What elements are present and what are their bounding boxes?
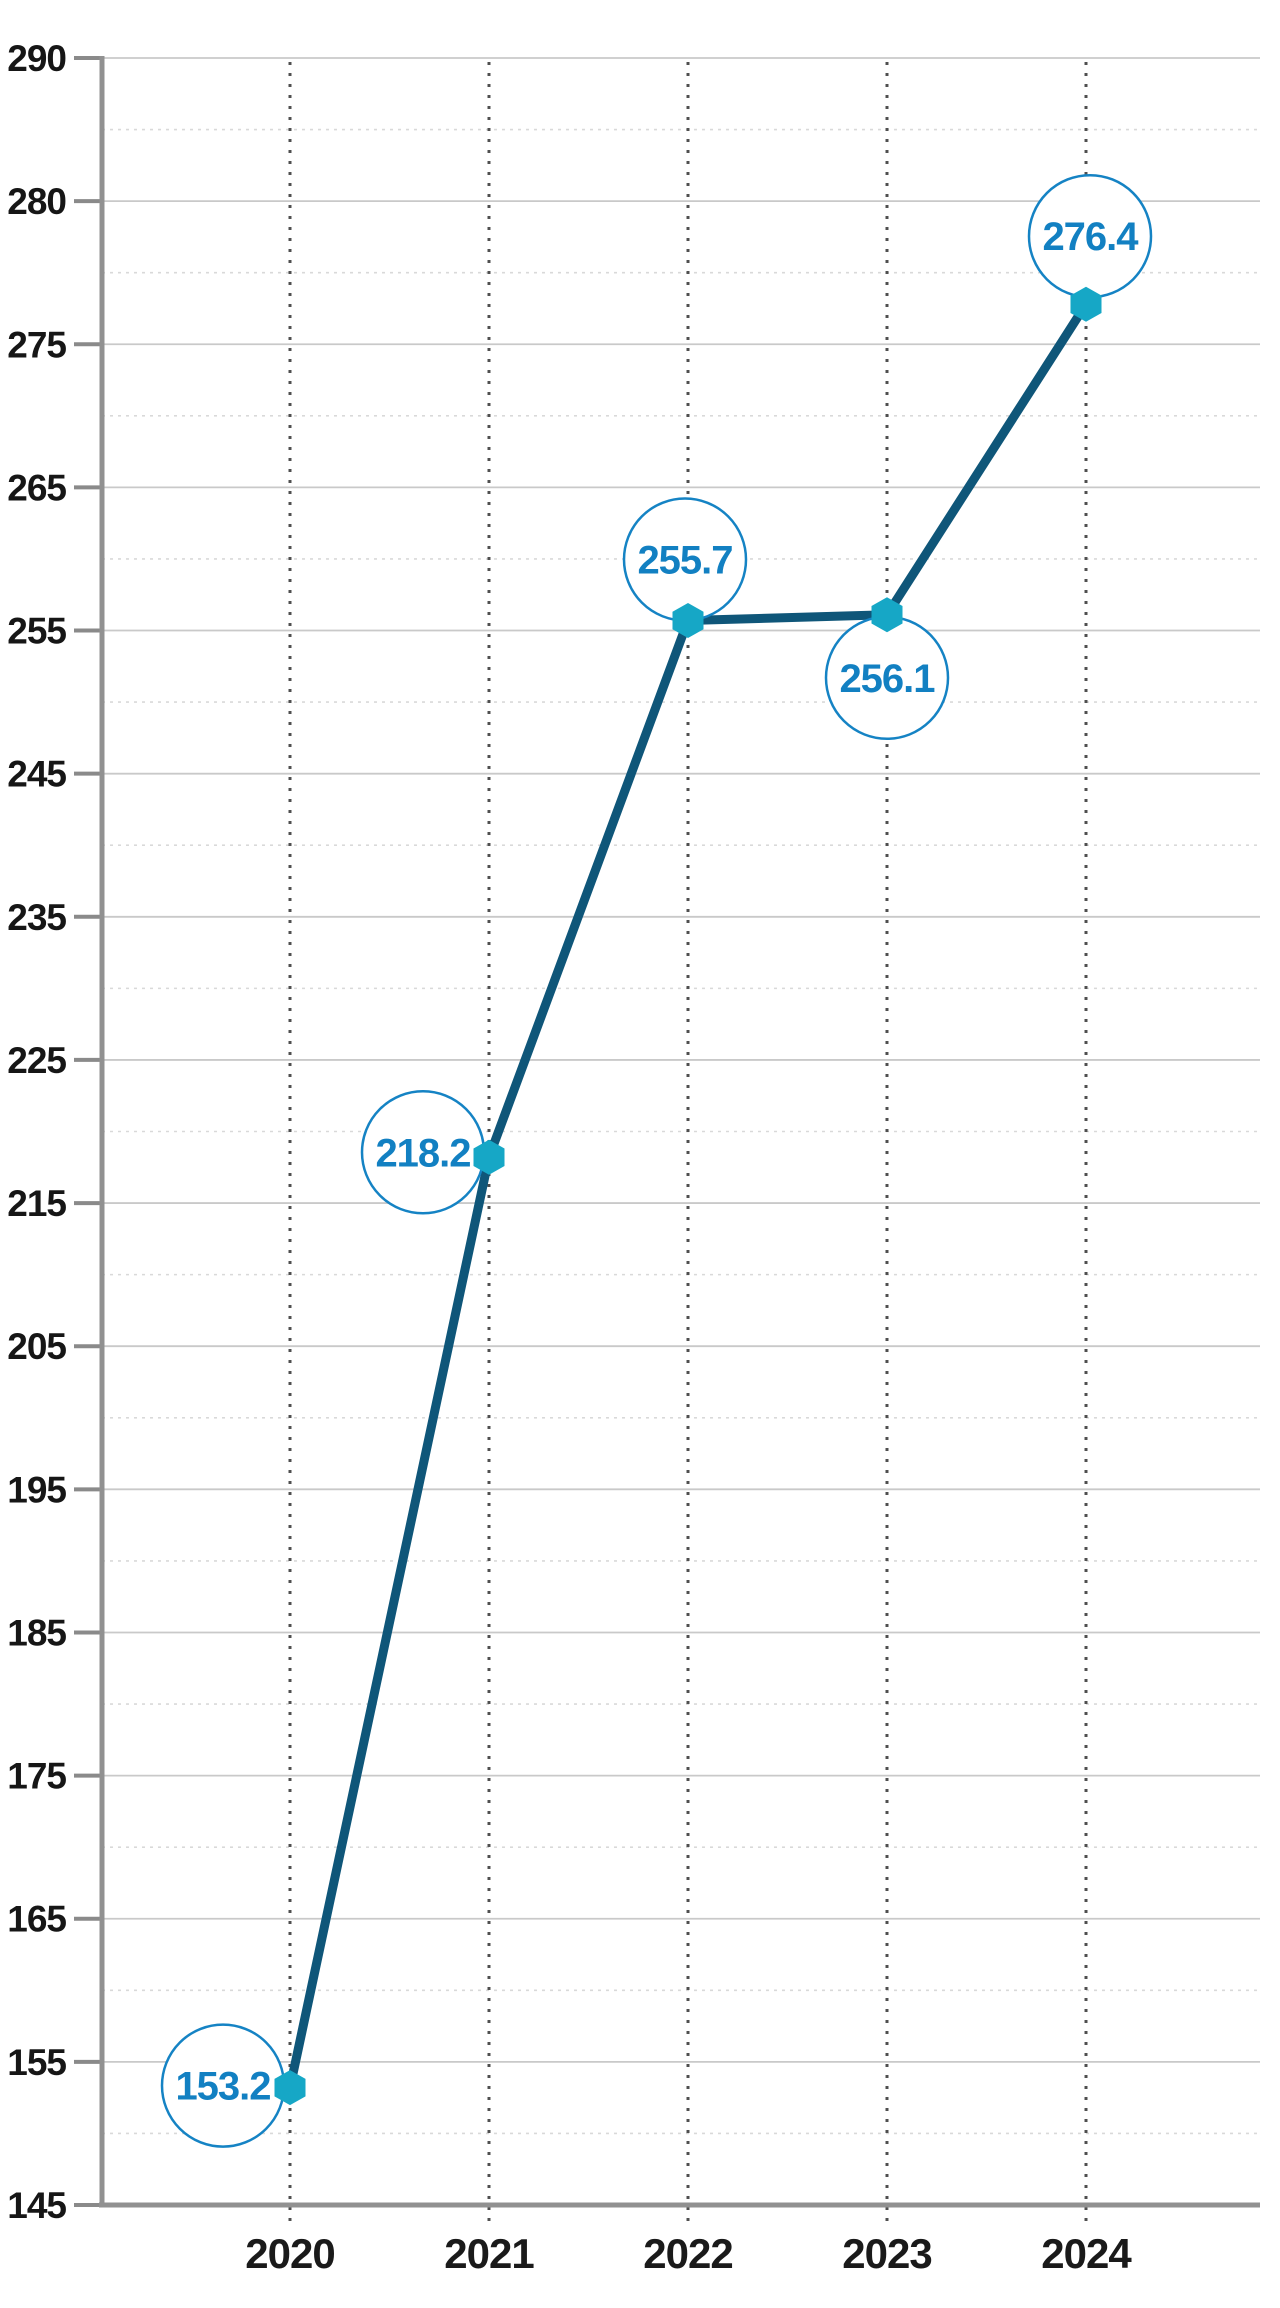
data-point-marker bbox=[274, 2070, 306, 2106]
data-point-marker bbox=[473, 1139, 505, 1175]
y-axis-tick-label: 280 bbox=[7, 181, 66, 222]
value-label-text: 218.2 bbox=[375, 1131, 470, 1175]
value-label-text: 276.4 bbox=[1042, 215, 1139, 259]
y-axis-tick-label: 175 bbox=[7, 1756, 66, 1797]
x-axis-tick-label: 2021 bbox=[444, 2230, 534, 2277]
y-axis-tick-label: 275 bbox=[7, 324, 66, 365]
y-axis-tick-label: 255 bbox=[7, 611, 66, 652]
y-axis-tick-label: 235 bbox=[7, 897, 66, 938]
value-label-text: 153.2 bbox=[175, 2065, 270, 2109]
x-axis-tick-label: 2022 bbox=[643, 2230, 732, 2277]
y-axis-tick-label: 290 bbox=[7, 38, 66, 79]
y-axis-tick-label: 145 bbox=[7, 2185, 66, 2226]
x-axis-tick-label: 2023 bbox=[842, 2230, 931, 2277]
y-axis-tick-label: 265 bbox=[7, 467, 66, 508]
y-axis-tick-label: 195 bbox=[7, 1469, 66, 1510]
y-axis-tick-label: 165 bbox=[7, 1899, 66, 1940]
data-point-marker bbox=[1070, 286, 1102, 322]
data-point-marker bbox=[871, 597, 903, 633]
y-axis-tick-label: 245 bbox=[7, 754, 66, 795]
value-label-text: 255.7 bbox=[637, 539, 732, 583]
y-axis-tick-label: 215 bbox=[7, 1183, 66, 1224]
data-point-marker bbox=[672, 603, 704, 639]
value-label-text: 256.1 bbox=[839, 657, 935, 701]
y-axis-tick-label: 185 bbox=[7, 1612, 66, 1653]
y-axis-tick-label: 205 bbox=[7, 1326, 66, 1367]
y-axis-tick-label: 225 bbox=[7, 1040, 66, 1081]
x-axis-tick-label: 2024 bbox=[1041, 2230, 1132, 2277]
x-axis-tick-label: 2020 bbox=[245, 2230, 334, 2277]
y-axis-tick-label: 155 bbox=[7, 2042, 66, 2083]
